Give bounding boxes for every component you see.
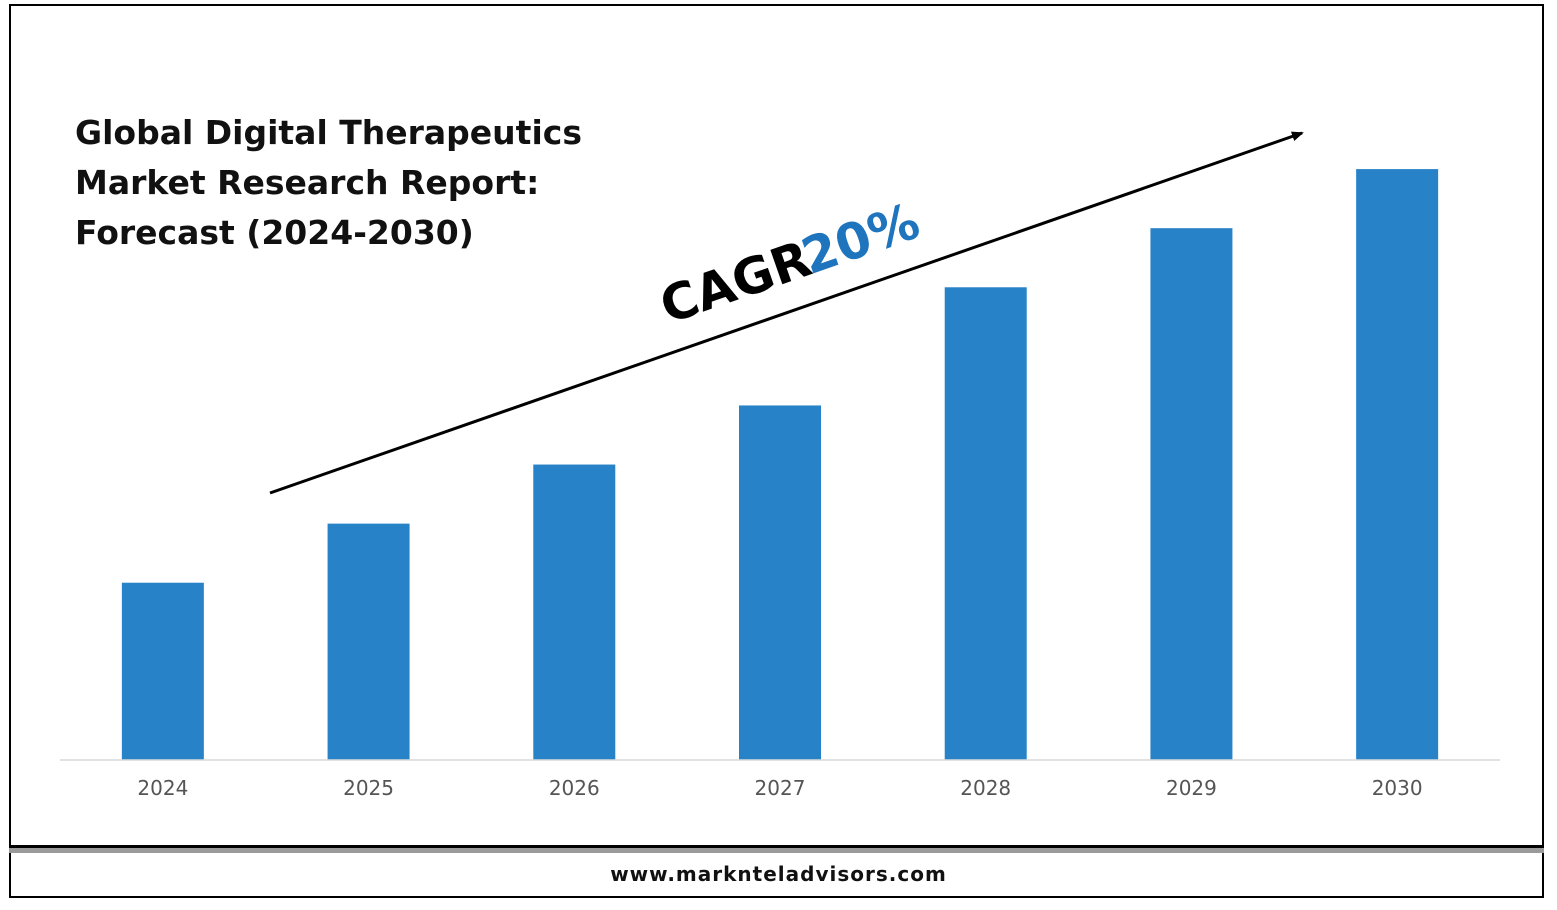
bar-2030 <box>1356 169 1439 760</box>
title-line-2: Market Research Report: <box>75 163 540 202</box>
bar-2024 <box>121 582 204 760</box>
bar-2029 <box>1150 228 1233 760</box>
x-tick-label-2025: 2025 <box>343 776 394 800</box>
footer-url: www.marknteladvisors.com <box>610 862 947 886</box>
x-tick-label-2029: 2029 <box>1166 776 1217 800</box>
title-line-3: Forecast (2024-2030) <box>75 213 474 252</box>
x-tick-label-2028: 2028 <box>960 776 1011 800</box>
growth-trend-arrow <box>269 131 1304 495</box>
cagr-annotation: CAGR 20% <box>653 192 927 335</box>
x-tick-label-2030: 2030 <box>1372 776 1423 800</box>
title-line-1: Global Digital Therapeutics <box>75 113 582 152</box>
bar-2028 <box>944 287 1027 760</box>
x-tick-label-2027: 2027 <box>755 776 806 800</box>
bar-2027 <box>739 405 821 760</box>
bar-2025 <box>327 523 410 760</box>
x-tick-label-2026: 2026 <box>549 776 600 800</box>
x-tick-label-2024: 2024 <box>137 776 188 800</box>
bar-series <box>121 169 1439 760</box>
bar-2026 <box>533 464 616 760</box>
chart-title: Global Digital Therapeutics Market Resea… <box>75 108 582 258</box>
footer-divider <box>9 845 1544 853</box>
x-axis-tick-labels: 2024 2025 2026 2027 2028 2029 2030 <box>137 776 1422 800</box>
cagr-label: CAGR <box>653 230 818 336</box>
